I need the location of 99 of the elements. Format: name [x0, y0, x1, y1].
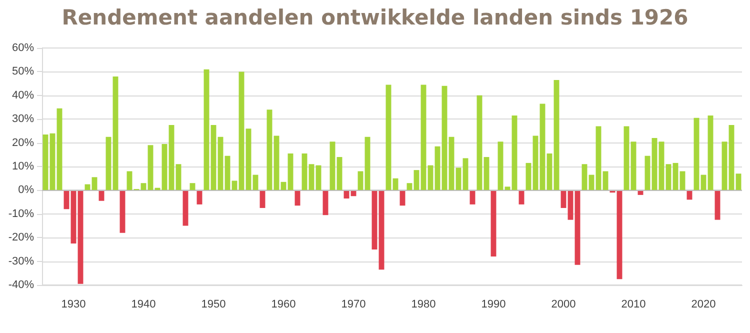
bar: [532, 136, 538, 190]
bar: [140, 183, 146, 190]
bar: [112, 76, 118, 190]
bar: [358, 171, 364, 190]
bar: [414, 170, 420, 190]
bar: [728, 125, 734, 190]
bar: [504, 186, 510, 190]
bar: [652, 138, 658, 190]
x-tick-label: 1950: [201, 298, 226, 310]
bar: [420, 84, 426, 190]
bar: [246, 128, 252, 190]
y-tick-label: 40%: [12, 89, 34, 102]
bar: [568, 190, 574, 220]
bar: [644, 156, 650, 190]
bar: [148, 145, 154, 190]
bar: [168, 125, 174, 190]
bar: [78, 190, 84, 284]
y-tick-label: 30%: [12, 113, 34, 126]
y-tick-label: 50%: [12, 66, 34, 78]
bar: [218, 136, 224, 190]
y-tick-label: 20%: [12, 136, 34, 149]
bar: [672, 162, 678, 190]
bar: [596, 126, 602, 190]
x-tick-label: 1930: [61, 298, 86, 310]
bar: [616, 190, 622, 280]
bar: [448, 136, 454, 190]
bar: [708, 116, 714, 190]
bar: [372, 190, 378, 250]
bar: [302, 153, 308, 190]
bar: [658, 142, 664, 190]
bar: [92, 177, 98, 190]
bar: [498, 142, 504, 190]
y-tick-label: -10%: [8, 208, 34, 220]
bar: [316, 165, 322, 190]
bar: [274, 136, 280, 190]
chart-title: Rendement aandelen ontwikkelde landen sinds 1926: [62, 6, 688, 30]
bar: [182, 190, 188, 226]
y-tick-label: 60%: [12, 42, 34, 54]
bar: [336, 157, 342, 190]
x-tick-label: 1970: [341, 298, 366, 310]
bar: [736, 174, 742, 190]
bar: [70, 190, 76, 244]
bar: [50, 133, 56, 190]
bar: [694, 118, 700, 190]
bar: [630, 142, 636, 190]
bar: [540, 104, 546, 190]
bar: [42, 134, 48, 190]
bar: [386, 84, 392, 190]
bar: [56, 108, 62, 190]
bar: [428, 165, 434, 190]
bar: [624, 126, 630, 190]
bar: [722, 142, 728, 190]
bar: [308, 164, 314, 190]
bar: [204, 69, 210, 190]
bar: [490, 190, 496, 257]
bar: [210, 125, 216, 190]
bar: [554, 80, 560, 190]
x-tick-label: 2000: [551, 298, 576, 310]
bar: [526, 162, 532, 190]
bar: [330, 142, 336, 190]
bar: [364, 136, 370, 190]
bar: [476, 95, 482, 190]
y-tick-label: -30%: [8, 255, 34, 268]
x-tick-label: 2020: [691, 298, 716, 310]
y-tick-label: 10%: [12, 160, 34, 172]
bar: [456, 168, 462, 190]
bar: [106, 136, 112, 190]
bar: [666, 164, 672, 190]
bar: [484, 157, 490, 190]
bar: [378, 190, 384, 270]
bar: [462, 158, 468, 190]
x-tick-label: 1990: [481, 298, 506, 310]
bar: [602, 171, 608, 190]
bar: [582, 164, 588, 190]
x-tick-label: 1960: [271, 298, 296, 310]
bar: [406, 183, 412, 190]
bar: [288, 153, 294, 190]
bar: [266, 110, 272, 190]
x-tick-label: 1980: [411, 298, 436, 310]
x-tick-label: 1940: [131, 298, 156, 310]
bar: [176, 164, 182, 190]
x-tick-label: 2010: [621, 298, 646, 310]
y-tick-label: -20%: [8, 232, 34, 244]
bar: [190, 183, 196, 190]
bar: [238, 72, 244, 190]
bar: [546, 153, 552, 190]
bar: [512, 116, 518, 190]
bar: [126, 171, 132, 190]
y-tick-label: 0%: [18, 184, 34, 196]
bar: [224, 156, 230, 190]
bar: [232, 180, 238, 190]
bar: [434, 146, 440, 190]
bar: [442, 86, 448, 190]
bar: [574, 190, 580, 265]
bar: [120, 190, 126, 233]
bar: [162, 144, 168, 190]
y-tick-label: -40%: [8, 279, 34, 291]
bar: [714, 190, 720, 220]
bar: [680, 171, 686, 190]
